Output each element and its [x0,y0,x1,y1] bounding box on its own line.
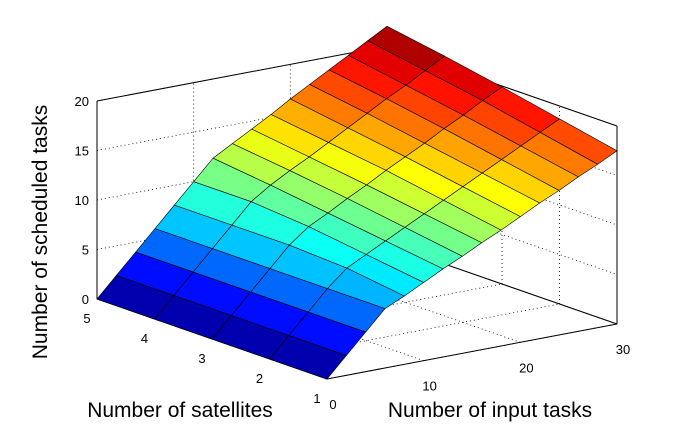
y-axis-label: Number of satellites [87,399,273,422]
y-tick-label: 5 [83,311,90,326]
z-axis-label: Number of scheduled tasks [29,105,52,359]
surface-face [268,335,347,380]
x-tick-label: 0 [329,397,336,412]
y-tick-label: 2 [256,371,263,386]
z-tick-label: 20 [75,94,89,109]
x-axis-label: Number of input tasks [388,399,592,422]
y-tick-label: 3 [198,351,205,366]
grid-line [290,261,521,343]
x-tick-label: 10 [422,379,436,394]
grid-line [193,280,424,362]
z-tick-label: 0 [82,292,89,307]
axis-line [96,45,388,102]
y-tick-label: 1 [313,391,320,406]
z-tick-label: 5 [82,243,89,258]
x-tick-label: 30 [616,342,630,357]
z-tick-label: 15 [75,144,89,159]
z-tick-label: 10 [75,193,89,208]
x-tick-label: 20 [519,360,533,375]
axis-line [326,323,618,380]
y-tick-label: 4 [141,331,148,346]
grid-line [386,243,618,325]
